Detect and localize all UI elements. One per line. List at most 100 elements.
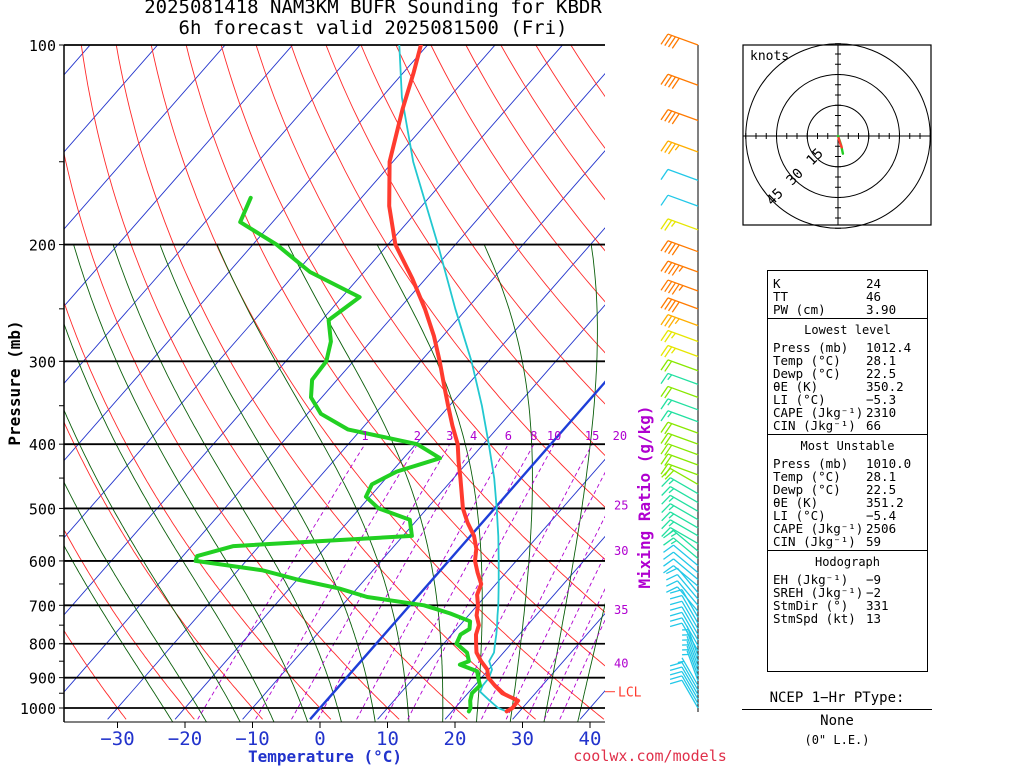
mixing-ratio-label: 40 [614,657,628,671]
wind-barb [660,140,699,155]
lowest-level-label: Temp (°C) [773,353,841,368]
barb-feather [664,110,673,122]
barb-staff [686,635,699,667]
index-value: 24 [866,276,882,291]
wind-barb [660,410,699,423]
barb-half-feather [668,521,675,527]
barb-feather [669,666,683,672]
barb-feather [667,300,676,312]
wind-barb [660,421,699,435]
dry-adiabat-line [64,421,263,720]
barb-feather [667,36,676,48]
lowest-level-section: Lowest level Press (mb) 1012.4 Temp (°C) 28… [768,318,927,434]
temperature-tick-label: −20 [168,728,202,750]
wind-barb [660,372,699,385]
wind-barb [660,279,699,295]
barb-feather [664,423,673,435]
pressure-tick-label: 800 [29,636,56,654]
barb-feather [664,142,673,154]
barb-staff [681,679,699,709]
temperature-tick-label: −30 [100,728,134,750]
most-unstable-label: LI (°C) [773,508,826,523]
hodograph-param-value: 331 [866,598,889,613]
mixing-ratio-label: 35 [614,603,628,617]
temperature-tick-label: 30 [511,728,534,750]
barb-feather [660,297,669,309]
barb-feather [663,537,674,546]
wind-barb [682,635,699,667]
wind-barb [660,168,699,181]
wind-barb [663,530,699,552]
moist-adiabat-line [159,244,376,722]
hodograph-trace-0-1km [837,136,843,149]
barb-feather [660,359,669,371]
barb-half-feather [678,285,684,291]
most-unstable-label: Temp (°C) [773,469,841,484]
pressure-tick-label: 600 [29,553,56,571]
dry-adiabat-line [64,528,195,720]
barb-staff [681,662,699,691]
most-unstable-label: Press (mb) [773,456,849,471]
barb-staff [667,410,699,423]
wind-barb [660,218,699,231]
barb-feather [664,455,673,467]
lowest-level-row: θE (K) 350.2 [773,380,922,393]
barb-feather [660,432,669,444]
wind-barb [682,650,699,682]
barb-staff [669,527,699,545]
wind-barb [677,657,699,686]
barb-staff [669,486,699,504]
barb-staff [686,650,699,682]
isotherm-line [64,45,294,307]
barb-feather [661,511,671,522]
mixing-ratio-label: 2 [414,429,421,443]
barb-feather [666,580,678,587]
wind-barb [661,467,699,485]
wind-barb [660,432,699,446]
chart-subtitle: 6h forecast valid 2025081500 (Fri) [178,17,568,39]
barb-half-feather [671,221,676,227]
barb-feather [660,345,669,357]
barb-half-feather [668,513,675,519]
moist-adiabat-line [483,244,533,722]
most-unstable-value: 59 [866,534,882,549]
lowest-level-label: CIN (Jkg⁻¹) [773,418,856,433]
barb-feather [664,241,673,253]
barb-staff [667,421,699,434]
barb-half-feather [677,660,685,664]
wind-barb [660,344,699,358]
wind-barb [669,675,699,704]
wind-barb [660,297,699,313]
mixing-ratio-label: 25 [614,499,628,513]
wind-barb [666,573,699,600]
dry-adiabat-line [64,629,127,720]
barb-staff [681,657,699,686]
barb-feather [660,421,669,433]
dry-adiabat-line [290,45,605,508]
hodograph-param-value: 13 [866,611,882,626]
barb-feather [660,314,669,326]
barb-staff [681,666,699,696]
moist-adiabat-line [287,244,444,722]
barb-staff [667,398,699,411]
barb-staff [681,675,699,704]
wind-barb [660,329,699,343]
wind-barb [682,630,699,662]
wind-barb [669,611,699,641]
dry-adiabat-line [255,45,605,560]
wind-barb [660,194,699,207]
moist-adiabat-line [73,244,309,722]
wind-barb [661,519,699,537]
lowest-level-row: CIN (Jkg⁻¹) 66 [773,419,922,432]
lowest-level-row: Dewp (°C) 22.5 [773,367,922,380]
pressure-tick-label: 900 [29,670,56,688]
hodograph-param-row: SREH (Jkg⁻¹) −2 [773,586,922,599]
lowest-level-row: Temp (°C) 28.1 [773,354,922,367]
barb-half-feather [667,399,673,406]
moist-adiabat-line [64,409,241,722]
hodograph-param-value: −9 [866,572,882,587]
barb-staff [667,140,699,153]
barb-staff [667,33,699,46]
site-credit: coolwx.com/models [573,747,727,765]
mixing-ratio-label: 3 [446,429,453,443]
